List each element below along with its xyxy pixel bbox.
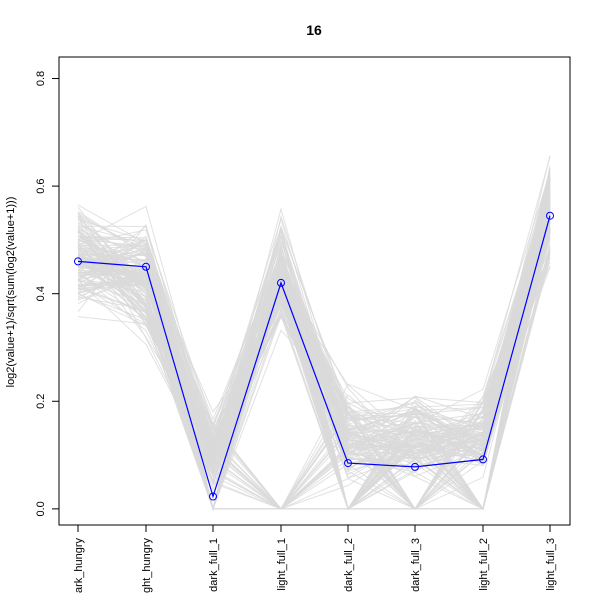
x-tick-label: light_full_1 [276,538,288,591]
background-line [77,177,551,510]
background-line [77,222,551,511]
y-axis: 0.0 0.2 0.4 0.6 0.8 [35,71,60,517]
chart-title: 16 [306,22,322,38]
y-tick-label: 0.8 [35,71,47,86]
background-line [77,191,551,510]
x-tick-label: light_full_2 [478,538,490,591]
x-tick-label: light_full_3 [545,538,557,591]
background-line [77,238,551,510]
series-point [344,459,352,468]
series-line [77,215,551,499]
series-point [277,278,285,287]
background-lines [77,155,551,511]
x-tick-label: ght_hungry [141,538,153,594]
background-line [77,212,551,510]
x-tick-label: dark_full_2 [343,538,355,592]
background-line [77,198,551,511]
background-line [77,222,551,510]
series-point [74,257,82,266]
x-tick-label: ark_hungry [73,538,85,594]
y-tick-label: 0.2 [35,394,47,409]
series-point [142,262,150,271]
y-axis-label: log2(value+1)/sqrt(sum(log2(value+1))) [5,197,17,388]
background-line [77,208,551,511]
highlighted-series [74,211,554,501]
y-tick-label: 0.4 [35,286,47,301]
y-tick-label: 0.0 [35,501,47,516]
background-line [77,209,551,510]
background-line [77,171,551,511]
series-point [479,455,487,464]
background-line [77,249,551,458]
series-point [546,211,554,220]
background-line [77,230,551,511]
series-point [209,492,217,501]
series-point [411,462,419,471]
x-axis: ark_hungry ght_hungry dark_full_1 light_ful… [73,524,557,594]
x-tick-label: dark_full_3 [410,538,422,592]
x-tick-label: dark_full_1 [208,538,220,592]
y-tick-label: 0.6 [35,178,47,193]
